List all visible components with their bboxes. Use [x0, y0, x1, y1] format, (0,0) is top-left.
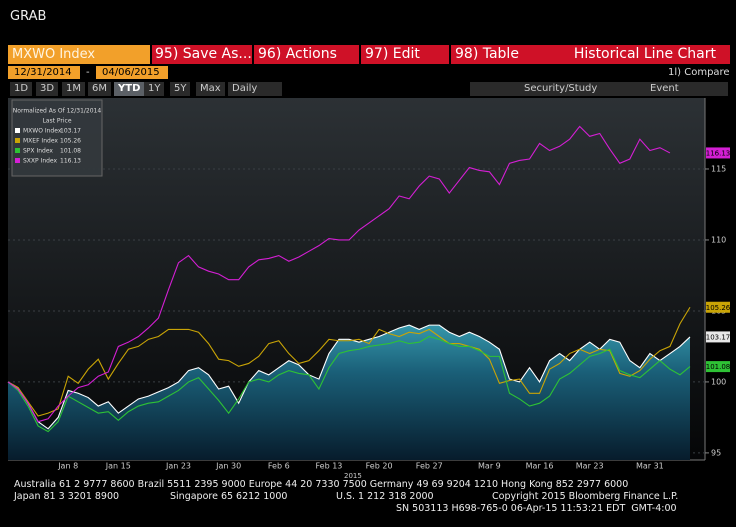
menu-item[interactable]: 98) Table	[455, 46, 519, 62]
legend-swatch	[15, 148, 20, 153]
menu-divider	[359, 45, 361, 64]
last-value-box	[706, 361, 730, 373]
footer-line: U.S. 1 212 318 2000	[336, 491, 434, 502]
legend-swatch	[15, 158, 20, 163]
last-value-label: 103.17	[706, 333, 731, 341]
legend-title: Normalized As Of 12/31/2014	[13, 108, 102, 115]
view-title: Historical Line Chart	[573, 46, 716, 62]
x-tick-label: Feb 6	[268, 462, 290, 471]
period-button[interactable]: YTD	[114, 82, 145, 96]
line	[7, 125, 671, 423]
legend-label: SXXP Index	[23, 158, 58, 165]
tool-button[interactable]: Security/Study	[524, 83, 598, 94]
compare-button[interactable]: 1l) Compare	[668, 67, 730, 78]
date-separator: -	[86, 67, 90, 78]
toolbar	[152, 45, 730, 64]
x-tick-label: Feb 20	[366, 462, 393, 471]
last-value-label: 101.08	[706, 363, 731, 371]
footer-line: Japan 81 3 3201 8900	[14, 491, 120, 502]
x-tick-label: Feb 13	[315, 462, 342, 471]
last-value-label: 105.26	[706, 304, 731, 312]
footer-line: Singapore 65 6212 1000	[170, 491, 288, 502]
line	[7, 324, 691, 430]
menu-divider	[252, 45, 254, 64]
y-tick-label: 95	[711, 448, 721, 457]
app-title: GRAB	[10, 9, 47, 24]
footer-line: SN 503113 H698-765-0 06-Apr-15 11:53:21 …	[396, 503, 677, 514]
x-year-label: 2015	[344, 472, 362, 480]
footer-line: Australia 61 2 9777 8600 Brazil 5511 239…	[14, 479, 629, 490]
period-button[interactable]: Max	[196, 82, 225, 96]
y-tick-label: 100	[711, 377, 726, 386]
tool-button[interactable]: Event	[650, 83, 679, 94]
line	[7, 306, 691, 417]
legend-swatch	[15, 128, 20, 133]
menu-item[interactable]: 95) Save As...	[155, 46, 252, 62]
legend-label: SPX Index	[23, 148, 53, 155]
legend-value: 103.17	[60, 128, 81, 135]
last-value-box	[706, 301, 730, 313]
x-tick-label: Jan 30	[215, 462, 241, 471]
last-value-box	[706, 331, 730, 343]
x-tick-label: Mar 23	[576, 462, 604, 471]
legend-label: MXEF Index	[23, 138, 58, 145]
period-button[interactable]: 5Y	[170, 82, 191, 96]
footer-line: Copyright 2015 Bloomberg Finance L.P.	[492, 491, 679, 502]
frequency-dropdown[interactable]: Daily	[228, 82, 282, 96]
y-tick-label: 115	[711, 164, 726, 173]
period-button[interactable]: 1Y	[144, 82, 165, 96]
last-value-box	[706, 147, 730, 159]
x-tick-label: Mar 16	[526, 462, 554, 471]
legend-box	[11, 99, 103, 177]
x-tick-label: Jan 23	[165, 462, 191, 471]
legend-value: 101.08	[60, 148, 81, 155]
y-tick-label: 110	[711, 235, 726, 244]
tools-bar	[470, 82, 728, 96]
period-button[interactable]: 3D	[36, 82, 59, 96]
legend-subtitle: Last Price	[42, 118, 71, 125]
menu-item[interactable]: 96) Actions	[258, 46, 337, 62]
x-tick-label: Jan 8	[57, 462, 78, 471]
x-tick-label: Mar 9	[478, 462, 501, 471]
area	[8, 325, 690, 460]
legend-swatch	[15, 138, 20, 143]
period-button[interactable]: 1M	[62, 82, 85, 96]
legend-value: 105.26	[60, 138, 81, 145]
security-box[interactable]: MXWO Index	[8, 45, 150, 64]
menu-divider	[449, 45, 451, 64]
x-tick-label: Jan 15	[105, 462, 131, 471]
last-value-label: 116.13	[706, 149, 731, 157]
x-tick-label: Mar 31	[636, 462, 664, 471]
period-button[interactable]: 1D	[10, 82, 33, 96]
end-date[interactable]: 04/06/2015	[96, 66, 168, 79]
menu-item[interactable]: 97) Edit	[365, 46, 420, 62]
x-tick-label: Feb 27	[416, 462, 443, 471]
start-date[interactable]: 12/31/2014	[8, 66, 80, 79]
period-button[interactable]: 6M	[88, 82, 111, 96]
legend-value: 116.13	[60, 158, 81, 165]
line	[7, 335, 691, 433]
legend-label: MXWO Index	[23, 128, 62, 135]
